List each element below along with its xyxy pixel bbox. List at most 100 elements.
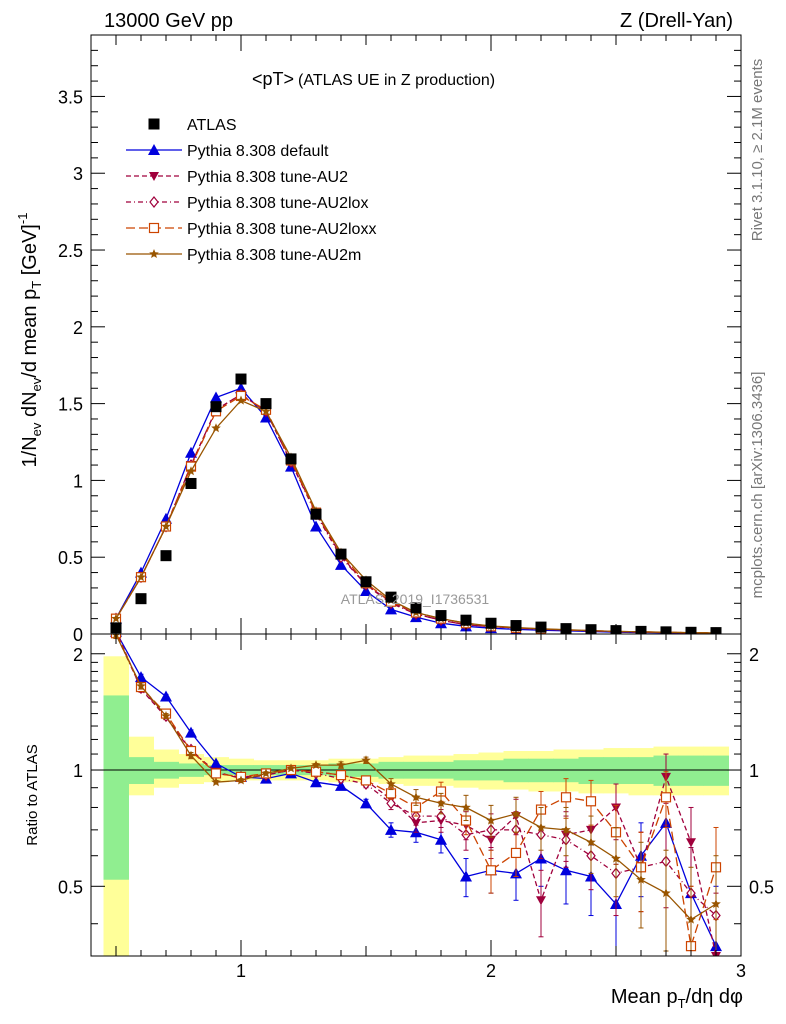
ratio-point-pythia-8-308-tune-au2loxx: [360, 775, 372, 786]
main-point-atlas: [335, 548, 347, 560]
ratio-band-inner: [128, 757, 154, 785]
ratio-point-pythia-8-308-tune-au2loxx: [510, 847, 522, 859]
legend-marker-pythia-8-308-tune-au2m: [149, 249, 159, 258]
main-point-pythia-8-308-tune-au2m: [261, 406, 271, 416]
x-axis-label: Mean pT/dη dφ: [611, 986, 743, 1011]
main-y-tick-label: 1: [73, 471, 83, 491]
ratio-point-pythia-8-308-tune-au2m: [561, 824, 571, 834]
main-point-atlas: [160, 550, 172, 562]
main-point-atlas: [235, 373, 247, 385]
main-point-pythia-8-308-default: [310, 520, 322, 532]
ratio-point-pythia-8-308-tune-au2lox: [386, 797, 396, 810]
ratio-point-pythia-8-308-tune-au2m: [186, 750, 196, 760]
ratio-band-inner: [628, 757, 654, 785]
ratio-band-inner: [603, 757, 629, 785]
legend-marker-pythia-8-308-tune-au2loxx: [148, 222, 160, 234]
ratio-panel: 0.5 0.5 1 1 2 2 1 2 3 Ratio to ATLAS Mean pT/dη …: [24, 633, 774, 1011]
ratio-point-pythia-8-308-tune-au2loxx: [385, 788, 397, 799]
x-tick-label: 1: [236, 961, 246, 981]
ratio-point-pythia-8-308-tune-au2loxx: [485, 865, 497, 876]
ratio-point-pythia-8-308-tune-au2m: [161, 711, 171, 720]
legend-label-atlas: ATLAS: [187, 117, 237, 134]
main-point-atlas: [410, 602, 422, 614]
ratio-point-pythia-8-308-default: [335, 779, 347, 791]
legend-marker-pythia-8-308-tune-au2lox: [149, 196, 159, 208]
ratio-y-tick-label: 0.5: [58, 877, 83, 897]
ratio-point-pythia-8-308-tune-au2m: [486, 815, 496, 825]
ratio-point-pythia-8-308-default: [435, 833, 447, 845]
ratio-band-inner: [703, 755, 729, 786]
mcplots-label: mcplots.cern.ch [arXiv:1306.3436]: [749, 372, 766, 599]
main-point-atlas: [535, 621, 547, 633]
main-title: <pT>: [252, 69, 294, 89]
ratio-point-pythia-8-308-default: [210, 757, 222, 769]
ratio-point-pythia-8-308-tune-au2loxx: [585, 796, 597, 807]
ratio-point-pythia-8-308-default: [310, 776, 322, 788]
watermark: ATLAS_2019_I1736531: [341, 591, 490, 607]
main-point-atlas: [435, 610, 447, 622]
legend-label-pythia-8-308-tune-au2: Pythia 8.308 tune-AU2: [187, 169, 348, 186]
ratio-point-pythia-8-308-tune-au2m: [311, 760, 321, 770]
legend-label-pythia-8-308-tune-au2m: Pythia 8.308 tune-AU2m: [187, 247, 361, 264]
ratio-point-pythia-8-308-tune-au2m: [236, 775, 246, 785]
ratio-band-inner: [578, 757, 604, 785]
ratio-band-inner: [678, 755, 704, 786]
main-point-pythia-8-308-default: [210, 391, 222, 403]
legend-label-pythia-8-308-tune-au2lox: Pythia 8.308 tune-AU2lox: [187, 195, 368, 212]
ratio-point-pythia-8-308-tune-au2loxx: [660, 792, 672, 803]
main-y-tick-label: 1.5: [58, 395, 83, 415]
ratio-point-pythia-8-308-default: [385, 823, 397, 835]
rivet-label: Rivet 3.1.10, ≥ 2.1M events: [749, 59, 766, 242]
legend-label-pythia-8-308-tune-au2loxx: Pythia 8.308 tune-AU2loxx: [187, 221, 376, 238]
legend: ATLAS Pythia 8.308 default Pythia 8.308 tu…: [126, 117, 376, 264]
main-point-pythia-8-308-tune-au2m: [136, 572, 146, 582]
ratio-point-pythia-8-308-default: [360, 797, 372, 809]
main-y-label: 1/Nev dNev/d mean pT [GeV]-1: [15, 213, 44, 468]
main-y-tick-label: 2.5: [58, 241, 83, 261]
ratio-point-pythia-8-308-default: [185, 726, 197, 738]
legend-marker-pythia-8-308-default: [148, 144, 160, 155]
ratio-point-pythia-8-308-tune-au2m: [661, 888, 671, 898]
main-point-atlas: [310, 508, 322, 520]
main-point-pythia-8-308-tune-au2m: [111, 613, 121, 623]
ratio-point-pythia-8-308-tune-au2m: [511, 808, 521, 818]
main-point-pythia-8-308-tune-au2m: [186, 466, 196, 476]
ratio-point-pythia-8-308-default: [160, 690, 172, 702]
main-point-atlas: [385, 591, 397, 603]
ratio-point-pythia-8-308-tune-au2m: [386, 779, 396, 789]
x-tick-label: 2: [486, 961, 496, 981]
ratio-y-label: Ratio to ATLAS: [24, 744, 41, 845]
main-point-pythia-8-308-tune-au2m: [161, 521, 171, 531]
ratio-point-pythia-8-308-tune-au2m: [636, 874, 646, 884]
main-point-pythia-8-308-tune-au2m: [236, 395, 246, 405]
ratio-y-tick-label: 1: [73, 761, 83, 781]
main-panel: 0 0.5 1 1.5 2 2.5 3 3.5 <pT> (ATLAS UE in Z pro…: [15, 34, 742, 645]
main-point-atlas: [510, 620, 522, 632]
main-subtitle: (ATLAS UE in Z production): [298, 72, 495, 89]
main-point-atlas: [185, 477, 197, 489]
ratio-point-pythia-8-308-tune-au2m: [261, 768, 271, 778]
main-point-atlas: [210, 401, 222, 413]
main-point-atlas: [260, 398, 272, 410]
ratio-point-pythia-8-308-tune-au2loxx: [310, 766, 322, 777]
svg-text:1/Nev dNev/d mean pT [GeV]-1: 1/Nev dNev/d mean pT [GeV]-1: [15, 213, 44, 468]
ratio-point-pythia-8-308-tune-au2: [536, 896, 546, 906]
ratio-point-pythia-8-308-tune-au2m: [136, 681, 146, 691]
ratio-y-tick-label-right: 1: [749, 761, 759, 781]
main-point-atlas: [360, 576, 372, 588]
ratio-point-pythia-8-308-tune-au2m: [336, 760, 346, 770]
ratio-point-pythia-8-308-tune-au2m: [361, 755, 371, 765]
header-left-label: 13000 GeV pp: [104, 10, 233, 32]
ratio-point-pythia-8-308-tune-au2m: [286, 763, 296, 773]
ratio-point-pythia-8-308-tune-au2m: [686, 914, 696, 924]
ratio-point-pythia-8-308-tune-au2m: [411, 792, 421, 802]
ratio-point-pythia-8-308-tune-au2loxx: [560, 792, 572, 803]
ratio-band-inner: [103, 695, 129, 880]
legend-label-pythia-8-308-default: Pythia 8.308 default: [187, 143, 329, 160]
ratio-point-pythia-8-308-tune-au2m: [711, 899, 721, 908]
legend-marker-pythia-8-308-tune-au2: [149, 172, 159, 181]
main-point-atlas: [285, 453, 297, 465]
ratio-y-tick-label-right: 2: [749, 645, 759, 665]
main-y-tick-label: 0.5: [58, 548, 83, 568]
